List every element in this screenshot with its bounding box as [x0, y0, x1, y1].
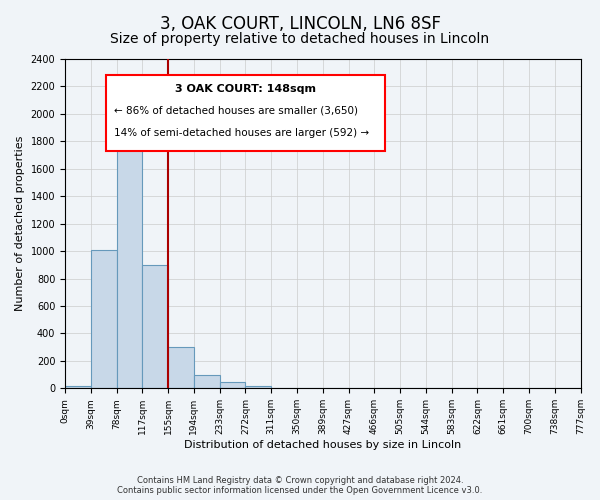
Bar	[194, 374, 220, 388]
Y-axis label: Number of detached properties: Number of detached properties	[15, 136, 25, 312]
Bar	[142, 265, 168, 388]
Text: Contains HM Land Registry data © Crown copyright and database right 2024.
Contai: Contains HM Land Registry data © Crown c…	[118, 476, 482, 495]
Text: 3, OAK COURT, LINCOLN, LN6 8SF: 3, OAK COURT, LINCOLN, LN6 8SF	[160, 15, 440, 33]
Bar	[220, 382, 245, 388]
FancyBboxPatch shape	[106, 76, 385, 151]
Bar	[116, 133, 142, 388]
Bar	[245, 386, 271, 388]
Text: 3 OAK COURT: 148sqm: 3 OAK COURT: 148sqm	[175, 84, 316, 94]
Text: Size of property relative to detached houses in Lincoln: Size of property relative to detached ho…	[110, 32, 490, 46]
X-axis label: Distribution of detached houses by size in Lincoln: Distribution of detached houses by size …	[184, 440, 461, 450]
Text: ← 86% of detached houses are smaller (3,650): ← 86% of detached houses are smaller (3,…	[114, 105, 358, 115]
Bar	[91, 250, 116, 388]
Bar	[65, 386, 91, 388]
Bar	[168, 347, 194, 389]
Text: 14% of semi-detached houses are larger (592) →: 14% of semi-detached houses are larger (…	[114, 128, 369, 138]
